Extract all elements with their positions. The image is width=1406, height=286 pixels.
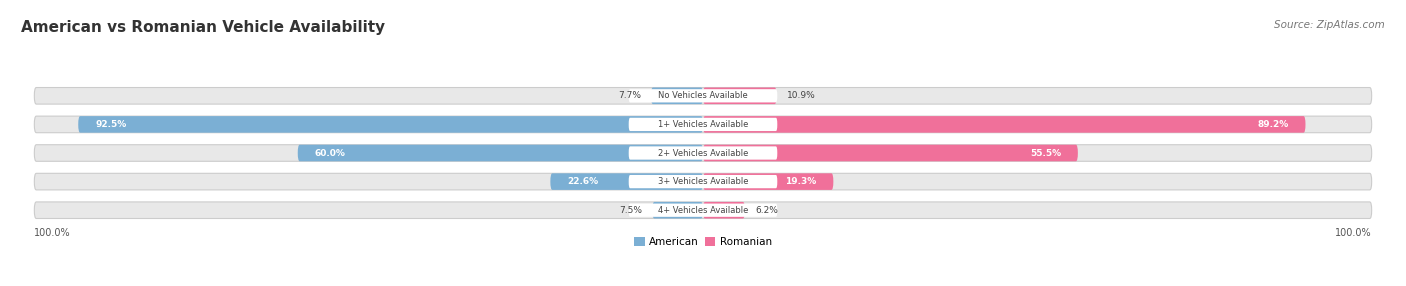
Text: 19.3%: 19.3% xyxy=(785,177,817,186)
Text: 7.5%: 7.5% xyxy=(619,206,643,215)
FancyBboxPatch shape xyxy=(34,88,1372,104)
FancyBboxPatch shape xyxy=(34,145,1372,161)
FancyBboxPatch shape xyxy=(651,88,703,104)
Text: 7.7%: 7.7% xyxy=(617,91,641,100)
Text: 89.2%: 89.2% xyxy=(1257,120,1288,129)
FancyBboxPatch shape xyxy=(79,116,703,133)
FancyBboxPatch shape xyxy=(703,145,1078,161)
FancyBboxPatch shape xyxy=(628,204,778,217)
FancyBboxPatch shape xyxy=(703,173,834,190)
FancyBboxPatch shape xyxy=(34,116,1372,133)
FancyBboxPatch shape xyxy=(34,173,1372,190)
FancyBboxPatch shape xyxy=(34,202,1372,219)
FancyBboxPatch shape xyxy=(703,88,776,104)
Text: Source: ZipAtlas.com: Source: ZipAtlas.com xyxy=(1274,20,1385,30)
Text: 100.0%: 100.0% xyxy=(1336,228,1372,237)
FancyBboxPatch shape xyxy=(628,89,778,102)
FancyBboxPatch shape xyxy=(550,173,703,190)
Legend: American, Romanian: American, Romanian xyxy=(630,233,776,251)
Text: 100.0%: 100.0% xyxy=(34,228,70,237)
Text: 3+ Vehicles Available: 3+ Vehicles Available xyxy=(658,177,748,186)
Text: American vs Romanian Vehicle Availability: American vs Romanian Vehicle Availabilit… xyxy=(21,20,385,35)
Text: 2+ Vehicles Available: 2+ Vehicles Available xyxy=(658,148,748,158)
Text: 1+ Vehicles Available: 1+ Vehicles Available xyxy=(658,120,748,129)
FancyBboxPatch shape xyxy=(628,118,778,131)
Text: 10.9%: 10.9% xyxy=(787,91,815,100)
Text: 60.0%: 60.0% xyxy=(315,148,346,158)
Text: 22.6%: 22.6% xyxy=(567,177,599,186)
Text: 4+ Vehicles Available: 4+ Vehicles Available xyxy=(658,206,748,215)
Text: 55.5%: 55.5% xyxy=(1029,148,1062,158)
Text: No Vehicles Available: No Vehicles Available xyxy=(658,91,748,100)
FancyBboxPatch shape xyxy=(628,146,778,160)
Text: 6.2%: 6.2% xyxy=(755,206,778,215)
FancyBboxPatch shape xyxy=(652,202,703,219)
FancyBboxPatch shape xyxy=(298,145,703,161)
FancyBboxPatch shape xyxy=(703,116,1306,133)
Text: 92.5%: 92.5% xyxy=(96,120,127,129)
FancyBboxPatch shape xyxy=(703,202,745,219)
FancyBboxPatch shape xyxy=(628,175,778,188)
